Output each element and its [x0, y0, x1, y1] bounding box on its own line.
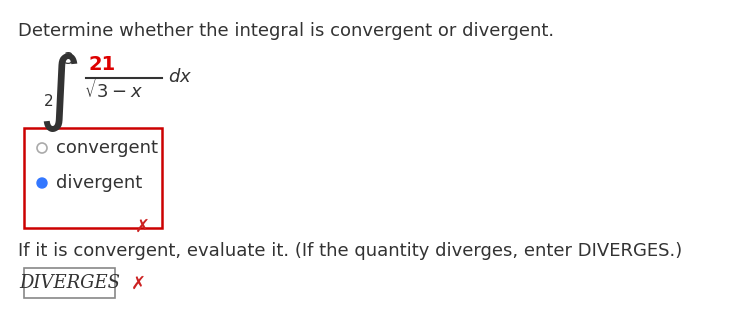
Text: divergent: divergent — [56, 174, 142, 192]
Text: 2: 2 — [44, 94, 54, 109]
Bar — [24, 128, 162, 228]
Text: If it is convergent, evaluate it. (If the quantity diverges, enter DIVERGES.): If it is convergent, evaluate it. (If th… — [18, 242, 682, 260]
Circle shape — [37, 178, 47, 188]
Bar — [24, 268, 115, 298]
Text: ✗: ✗ — [131, 275, 146, 293]
Text: 3: 3 — [64, 52, 74, 67]
Text: ✗: ✗ — [134, 218, 150, 236]
Text: Determine whether the integral is convergent or divergent.: Determine whether the integral is conver… — [18, 22, 554, 40]
Text: $dx$: $dx$ — [168, 68, 192, 86]
Text: 21: 21 — [88, 55, 115, 74]
Text: $\int$: $\int$ — [38, 52, 78, 134]
Text: $\sqrt{3-x}$: $\sqrt{3-x}$ — [84, 78, 145, 102]
Text: convergent: convergent — [56, 139, 158, 157]
Text: DIVERGES: DIVERGES — [19, 274, 120, 292]
